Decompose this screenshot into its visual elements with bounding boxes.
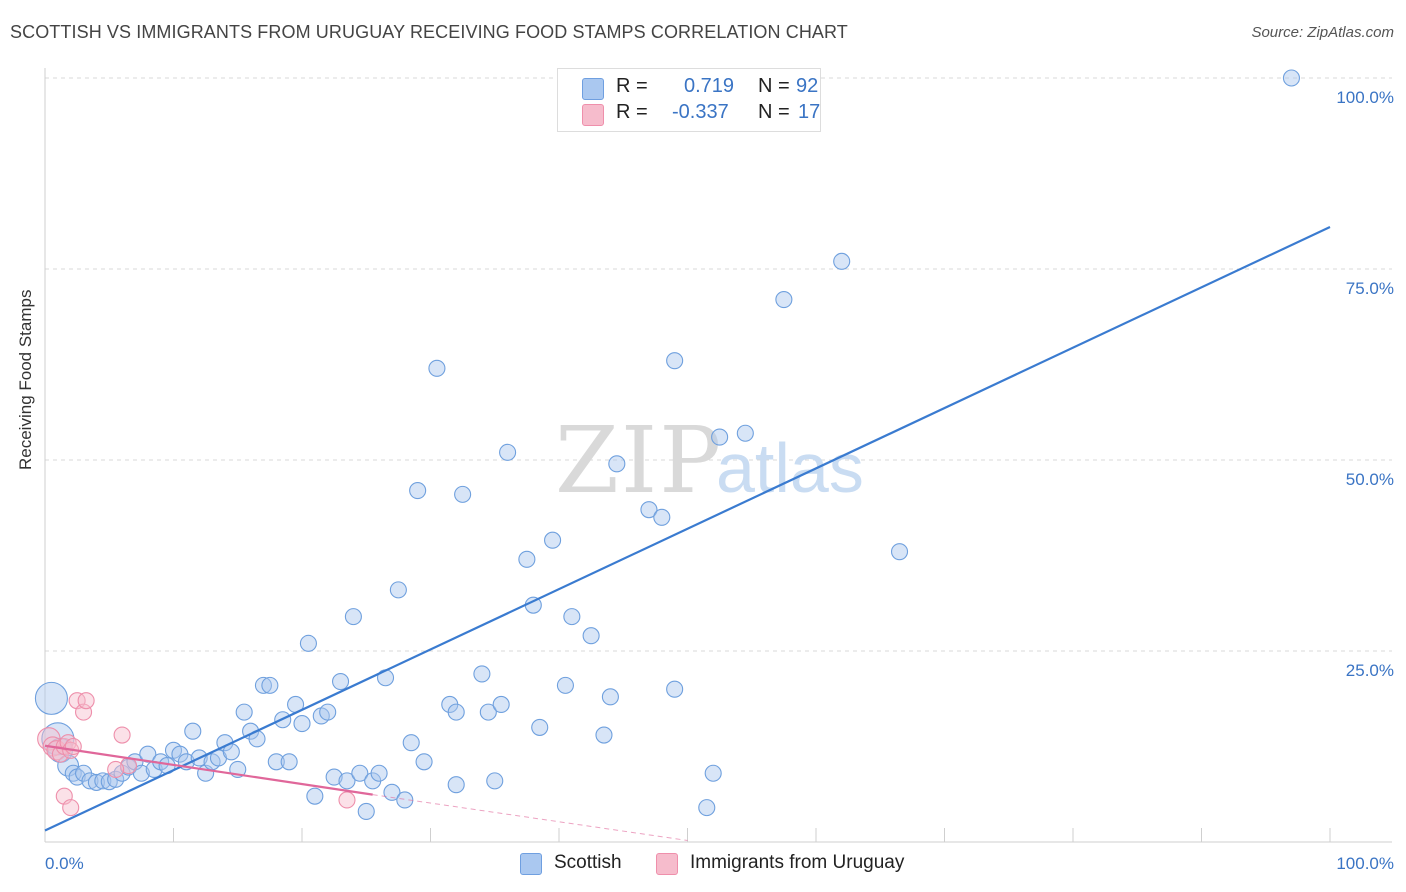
- y-tick-label: 100.0%: [1336, 88, 1394, 107]
- chart-title: SCOTTISH VS IMMIGRANTS FROM URUGUAY RECE…: [10, 22, 848, 42]
- y-axis-label: Receiving Food Stamps: [16, 289, 35, 470]
- scottish-point: [473, 665, 491, 683]
- scottish-point: [704, 764, 722, 782]
- scottish-point: [833, 252, 851, 270]
- uruguay-point: [113, 726, 131, 744]
- scottish-point: [293, 715, 311, 733]
- scottish-point: [608, 455, 626, 473]
- source-label: Source: ZipAtlas.com: [1251, 24, 1394, 41]
- grid-lines: [45, 77, 1392, 652]
- scottish-point: [344, 608, 362, 626]
- y-tick-label: 75.0%: [1346, 279, 1394, 298]
- legend-swatch-uruguay: [582, 104, 604, 126]
- scottish-point: [486, 772, 504, 790]
- scottish-point: [402, 734, 420, 752]
- scottish-point: [267, 753, 285, 771]
- trend-lines: [44, 225, 1331, 841]
- scottish-point: [775, 291, 793, 309]
- scottish-point: [81, 772, 99, 790]
- uruguay-point: [107, 760, 125, 778]
- scottish-point: [666, 352, 684, 370]
- scottish-point: [563, 608, 581, 626]
- scottish-point: [531, 718, 549, 736]
- scottish-point: [711, 428, 729, 446]
- scottish-point: [383, 783, 401, 801]
- legend-swatch-scottish: [582, 78, 604, 100]
- scottish-point: [306, 787, 324, 805]
- scottish-point: [556, 676, 574, 694]
- x-tick-label-min: 0.0%: [45, 854, 84, 873]
- uruguay-trendline: [44, 744, 373, 796]
- scottish-point: [492, 695, 510, 714]
- scottish-point: [479, 703, 497, 721]
- scottish-point: [582, 627, 600, 645]
- series-label-scottish: Scottish: [554, 852, 622, 873]
- scottish-point: [640, 501, 658, 519]
- scottish-point: [1282, 69, 1300, 87]
- scottish-point: [184, 722, 202, 740]
- scottish-point: [595, 726, 613, 744]
- series-label-uruguay: Immigrants from Uruguay: [690, 852, 905, 873]
- scottish-point: [261, 676, 279, 694]
- scottish-point: [254, 676, 273, 694]
- scottish-point: [736, 424, 754, 442]
- y-tick-label: 50.0%: [1346, 470, 1394, 489]
- watermark-zip: ZIP: [555, 407, 723, 514]
- scottish-point: [370, 764, 388, 782]
- scottish-point: [87, 773, 105, 791]
- tick-labels: 25.0% 50.0% 75.0% 100.0% 0.0% 100.0%: [45, 88, 1394, 873]
- scottish-point: [499, 443, 517, 461]
- legend-r-value: -0.337: [672, 101, 729, 123]
- scottish-point: [34, 681, 68, 715]
- scottish-point: [666, 680, 684, 698]
- scottish-point: [653, 508, 671, 526]
- scottish-point: [601, 688, 619, 706]
- scottish-point: [409, 482, 427, 500]
- scottish-point: [107, 770, 125, 788]
- scottish-point: [132, 764, 150, 782]
- legend-r-label: R =: [616, 75, 648, 97]
- scottish-point: [235, 703, 253, 721]
- legend-n-label: N =: [758, 101, 790, 123]
- scottish-point: [299, 634, 317, 652]
- legend-r-label: R =: [616, 101, 648, 123]
- scottish-point: [447, 703, 465, 721]
- scottish-point: [389, 581, 407, 599]
- scottish-point: [331, 673, 350, 691]
- scottish-point: [325, 768, 343, 786]
- scottish-point: [447, 776, 465, 794]
- scottish-point: [428, 359, 446, 377]
- legend-n-label: N =: [758, 75, 790, 97]
- series-swatch-scottish: [520, 853, 542, 875]
- uruguay-point: [338, 791, 356, 809]
- scottish-point: [698, 799, 716, 817]
- scottish-trendline: [44, 225, 1331, 832]
- x-tick-label-max: 100.0%: [1336, 854, 1394, 873]
- scottish-point: [890, 543, 909, 561]
- scottish-point: [454, 485, 472, 503]
- uruguay-trendline-extension: [372, 794, 688, 841]
- legend-n-value: 92: [796, 75, 819, 97]
- correlation-legend: R = 0.719 N = 92 R = -0.337 N = 17: [557, 68, 821, 132]
- series-swatch-uruguay: [656, 853, 678, 875]
- scottish-point: [280, 753, 298, 771]
- scottish-point: [544, 531, 562, 549]
- scottish-point: [338, 772, 356, 790]
- y-tick-label: 25.0%: [1346, 661, 1394, 680]
- scottish-point: [357, 802, 375, 820]
- uruguay-point: [77, 692, 95, 710]
- uruguay-point: [62, 799, 80, 817]
- scottish-point: [518, 550, 536, 568]
- scottish-point: [351, 764, 369, 782]
- uruguay-point: [64, 737, 82, 756]
- scottish-point: [415, 753, 433, 771]
- watermark-atlas: atlas: [716, 429, 864, 507]
- scottish-point: [94, 772, 112, 790]
- legend-r-value: 0.719: [684, 75, 735, 97]
- legend-n-value: 17: [798, 101, 821, 123]
- data-points: [34, 69, 1300, 820]
- scottish-point: [319, 703, 337, 721]
